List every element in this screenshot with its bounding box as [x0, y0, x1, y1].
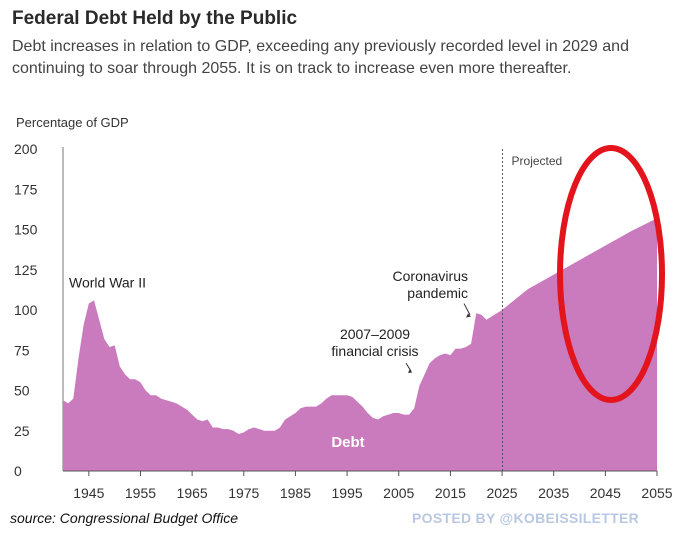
projected-label: Projected: [512, 154, 563, 168]
annotation-ww2: World War II: [69, 274, 146, 290]
chart-subtitle: Debt increases in relation to GDP, excee…: [12, 38, 629, 77]
y-tick-label: 175: [14, 181, 38, 197]
x-tick-label: 1965: [177, 485, 208, 501]
y-tick-label: 0: [14, 463, 22, 479]
y-tick-label: 50: [14, 383, 30, 399]
x-tick-label: 2025: [486, 485, 517, 501]
x-tick-label: 2005: [383, 485, 414, 501]
x-tick-label: 2035: [538, 485, 569, 501]
y-axis-label: Percentage of GDP: [16, 115, 129, 130]
x-tick-label: 1985: [280, 485, 311, 501]
x-tick-label: 2015: [435, 485, 466, 501]
annotation-coronavirus: pandemic: [407, 285, 468, 301]
y-tick-label: 150: [14, 222, 38, 238]
annotation-financial-crisis: 2007–2009: [340, 326, 410, 342]
chart-title: Federal Debt Held by the Public: [12, 8, 298, 29]
x-tick-label: 1975: [228, 485, 259, 501]
crisis-arrow-head: [408, 368, 412, 373]
y-tick-label: 25: [14, 423, 30, 439]
series-label-debt: Debt: [331, 434, 364, 451]
debt-area: [63, 218, 657, 471]
x-tick-label: 1945: [73, 485, 104, 501]
coronavirus-arrow-line: [463, 303, 471, 316]
y-tick-label: 200: [14, 141, 38, 157]
annotation-financial-crisis: financial crisis: [331, 343, 418, 359]
coronavirus-arrow-head: [466, 313, 471, 318]
x-tick-label: 1955: [125, 485, 156, 501]
x-axis: 1945 1955 1965 1975 1985 1995 2005 2015 2025 2035…: [63, 470, 673, 501]
y-axis: 0 25 50 75 100 125 150 175 200: [14, 141, 64, 479]
x-tick-label: 2045: [590, 485, 621, 501]
annotation-coronavirus: Coronavirus: [393, 268, 468, 284]
y-tick-label: 100: [14, 302, 38, 318]
x-tick-label: 1995: [332, 485, 363, 501]
watermark: POSTED BY @KOBEISSILETTER: [412, 510, 640, 526]
x-tick-label: 2055: [641, 485, 672, 501]
highlight-ellipse: [557, 145, 665, 403]
y-tick-label: 75: [14, 342, 30, 358]
source-note: source: Congressional Budget Office: [10, 510, 239, 526]
y-tick-label: 125: [14, 262, 38, 278]
